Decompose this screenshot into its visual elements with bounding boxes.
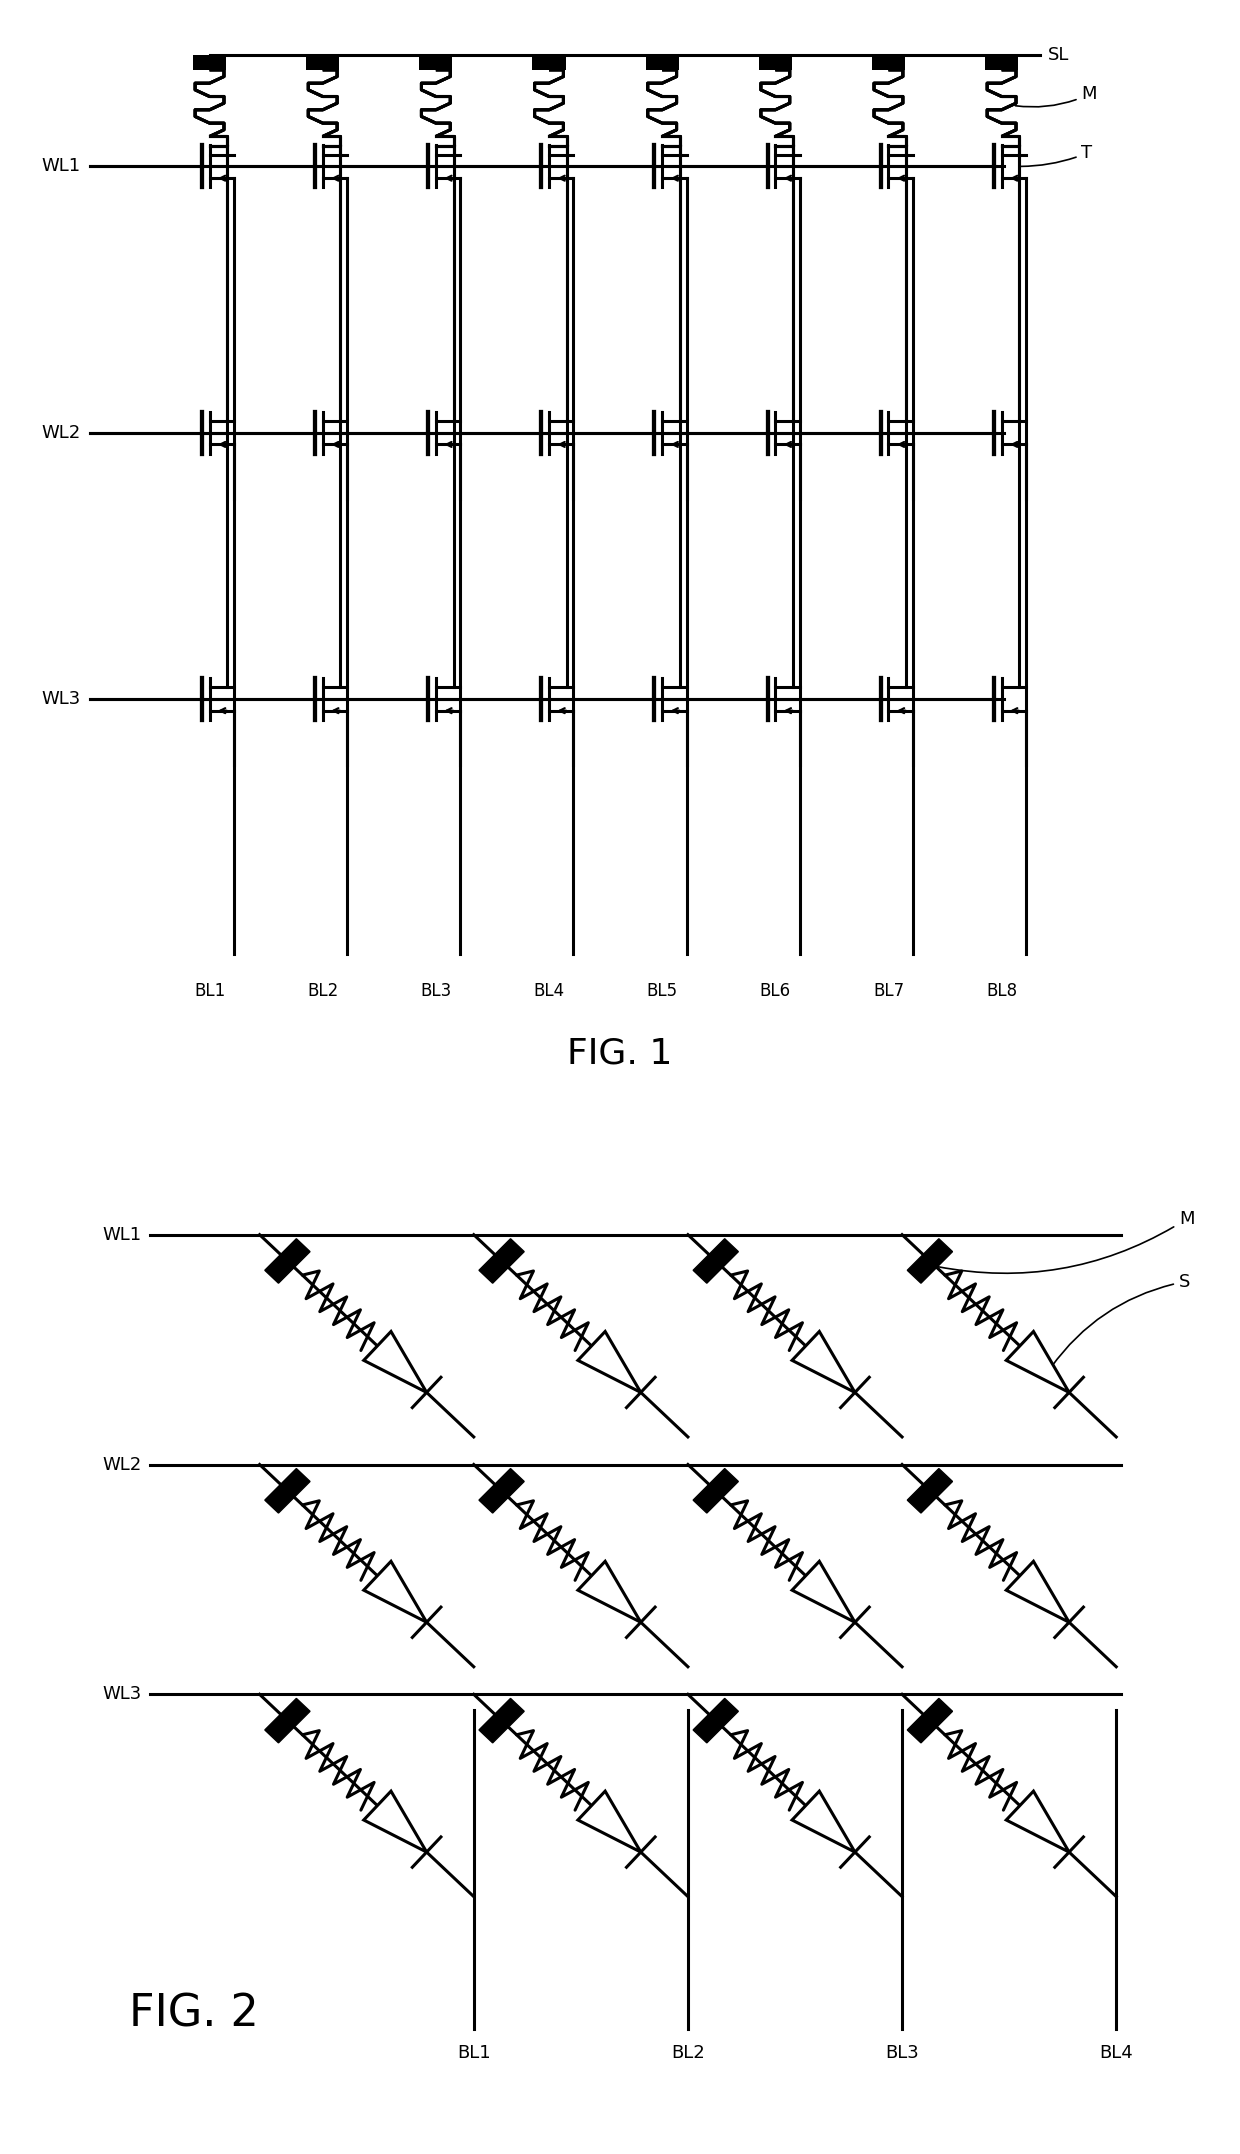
Polygon shape bbox=[693, 1697, 738, 1743]
Bar bbox=[532, 56, 565, 69]
Polygon shape bbox=[1006, 1562, 1069, 1622]
Polygon shape bbox=[1006, 1331, 1069, 1391]
Bar bbox=[419, 56, 453, 69]
Bar bbox=[985, 56, 1018, 69]
Polygon shape bbox=[363, 1792, 427, 1852]
Text: WL1: WL1 bbox=[42, 157, 81, 174]
Polygon shape bbox=[479, 1697, 525, 1743]
Polygon shape bbox=[693, 1239, 738, 1284]
Polygon shape bbox=[265, 1697, 310, 1743]
Polygon shape bbox=[578, 1792, 641, 1852]
Polygon shape bbox=[693, 1469, 738, 1512]
Bar bbox=[646, 56, 678, 69]
Text: BL4: BL4 bbox=[533, 982, 564, 999]
Bar bbox=[193, 56, 226, 69]
Text: BL6: BL6 bbox=[760, 982, 791, 999]
Text: BL1: BL1 bbox=[456, 2044, 491, 2061]
Text: WL1: WL1 bbox=[103, 1226, 141, 1243]
Text: SL: SL bbox=[1048, 47, 1070, 65]
Text: WL2: WL2 bbox=[42, 424, 81, 442]
Text: FIG. 1: FIG. 1 bbox=[568, 1036, 672, 1071]
Bar bbox=[872, 56, 905, 69]
Text: BL4: BL4 bbox=[1100, 2044, 1133, 2061]
Bar bbox=[532, 56, 565, 69]
Polygon shape bbox=[1006, 1792, 1069, 1852]
Bar bbox=[985, 56, 1018, 69]
Polygon shape bbox=[479, 1239, 525, 1284]
Polygon shape bbox=[265, 1469, 310, 1512]
Bar bbox=[759, 56, 792, 69]
Bar bbox=[872, 56, 905, 69]
Bar bbox=[872, 56, 905, 69]
Polygon shape bbox=[908, 1697, 952, 1743]
Text: BL7: BL7 bbox=[873, 982, 904, 999]
Text: WL2: WL2 bbox=[102, 1456, 141, 1473]
Bar bbox=[419, 56, 453, 69]
Text: BL1: BL1 bbox=[193, 982, 226, 999]
Bar bbox=[646, 56, 678, 69]
Bar bbox=[306, 56, 340, 69]
Bar bbox=[532, 56, 565, 69]
Polygon shape bbox=[265, 1239, 310, 1284]
Polygon shape bbox=[479, 1469, 525, 1512]
Text: BL8: BL8 bbox=[986, 982, 1017, 999]
Bar bbox=[193, 56, 226, 69]
Text: WL3: WL3 bbox=[102, 1684, 141, 1704]
Polygon shape bbox=[792, 1331, 854, 1391]
Polygon shape bbox=[792, 1562, 854, 1622]
Bar bbox=[306, 56, 340, 69]
Bar bbox=[419, 56, 453, 69]
Bar bbox=[985, 56, 1018, 69]
Bar bbox=[759, 56, 792, 69]
Polygon shape bbox=[363, 1562, 427, 1622]
Text: T: T bbox=[1021, 144, 1092, 166]
Polygon shape bbox=[578, 1331, 641, 1391]
Polygon shape bbox=[908, 1469, 952, 1512]
Bar bbox=[193, 56, 226, 69]
Bar bbox=[306, 56, 340, 69]
Text: M: M bbox=[1016, 86, 1097, 108]
Text: BL2: BL2 bbox=[308, 982, 339, 999]
Text: BL3: BL3 bbox=[885, 2044, 919, 2061]
Bar bbox=[646, 56, 678, 69]
Polygon shape bbox=[578, 1562, 641, 1622]
Text: BL2: BL2 bbox=[671, 2044, 704, 2061]
Polygon shape bbox=[792, 1792, 854, 1852]
Text: BL5: BL5 bbox=[646, 982, 678, 999]
Text: FIG. 2: FIG. 2 bbox=[129, 1992, 259, 2036]
Polygon shape bbox=[363, 1331, 427, 1391]
Text: M: M bbox=[937, 1211, 1194, 1273]
Polygon shape bbox=[908, 1239, 952, 1284]
Text: WL3: WL3 bbox=[42, 689, 81, 709]
Text: S: S bbox=[1052, 1273, 1190, 1368]
Text: BL3: BL3 bbox=[420, 982, 451, 999]
Bar bbox=[759, 56, 792, 69]
